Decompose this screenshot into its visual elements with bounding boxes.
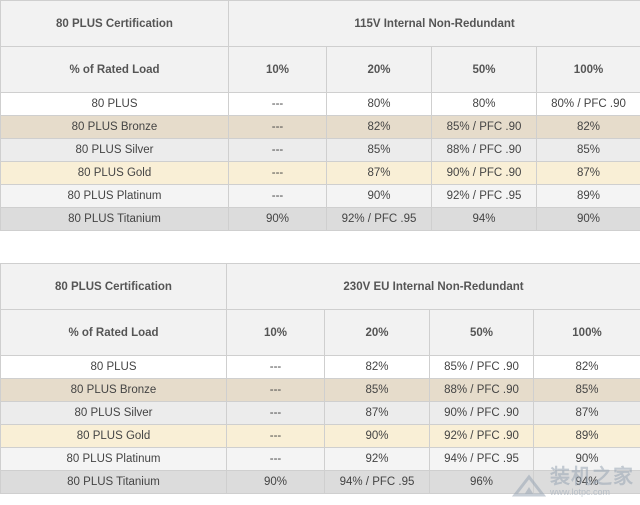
load-100-header: 100%	[535, 46, 640, 93]
efficiency-cell: 90%	[535, 207, 640, 231]
table-row: 80 PLUS Titanium 90% 92% / PFC .95 94% 90%	[0, 207, 640, 231]
efficiency-cell: ---	[228, 115, 327, 139]
efficiency-cell: ---	[226, 424, 325, 448]
efficiency-table-115v: 80 PLUS Certification 115V Internal Non-…	[0, 0, 640, 231]
efficiency-cell: 82%	[535, 115, 640, 139]
table-row: 80 PLUS Platinum --- 92% 94% / PFC .95 90%	[0, 447, 640, 471]
efficiency-cell: 87%	[533, 401, 640, 425]
efficiency-cell: 94%	[533, 470, 640, 494]
table-header-row: 80 PLUS Certification 115V Internal Non-…	[0, 0, 640, 47]
efficiency-cell: 96%	[429, 470, 534, 494]
efficiency-cell: ---	[228, 184, 327, 208]
efficiency-cell: 88% / PFC .90	[431, 138, 537, 162]
efficiency-cell: 80% / PFC .90	[535, 92, 640, 116]
efficiency-cell: 87%	[326, 161, 432, 185]
efficiency-cell: 85%	[324, 378, 430, 402]
efficiency-cell: 80%	[326, 92, 432, 116]
certification-name: 80 PLUS Bronze	[0, 115, 229, 139]
efficiency-cell: 85%	[535, 138, 640, 162]
efficiency-cell: ---	[226, 378, 325, 402]
table-row: 80 PLUS Silver --- 85% 88% / PFC .90 85%	[0, 138, 640, 162]
efficiency-cell: 94% / PFC .95	[324, 470, 430, 494]
rated-load-header: % of Rated Load	[0, 309, 227, 356]
efficiency-cell: 92% / PFC .90	[429, 424, 534, 448]
efficiency-cell: 94% / PFC .95	[429, 447, 534, 471]
table-row: 80 PLUS --- 82% 85% / PFC .90 82%	[0, 355, 640, 379]
efficiency-cell: 92% / PFC .95	[326, 207, 432, 231]
efficiency-cell: 88% / PFC .90	[429, 378, 534, 402]
efficiency-cell: 90%	[533, 447, 640, 471]
efficiency-cell: ---	[226, 355, 325, 379]
table-title: 230V EU Internal Non-Redundant	[226, 263, 640, 310]
efficiency-cell: ---	[228, 161, 327, 185]
efficiency-cell: ---	[226, 401, 325, 425]
table-title: 115V Internal Non-Redundant	[227, 0, 640, 47]
efficiency-cell: 82%	[533, 355, 640, 379]
efficiency-cell: 90%	[324, 424, 430, 448]
table-row: 80 PLUS Bronze --- 82% 85% / PFC .90 82%	[0, 115, 640, 139]
efficiency-cell: 82%	[326, 115, 432, 139]
table-row: 80 PLUS Gold --- 87% 90% / PFC .90 87%	[0, 161, 640, 185]
certification-name: 80 PLUS Gold	[0, 161, 229, 185]
load-header-row: % of Rated Load 10% 20% 50% 100%	[0, 309, 640, 356]
efficiency-cell: ---	[228, 92, 327, 116]
table-row: 80 PLUS Platinum --- 90% 92% / PFC .95 89%	[0, 184, 640, 208]
table-row: 80 PLUS Silver --- 87% 90% / PFC .90 87%	[0, 401, 640, 425]
certification-name: 80 PLUS	[0, 92, 229, 116]
efficiency-cell: 92% / PFC .95	[431, 184, 537, 208]
efficiency-table-230v-eu: 80 PLUS Certification 230V EU Internal N…	[0, 263, 640, 494]
efficiency-cell: 85%	[326, 138, 432, 162]
certification-name: 80 PLUS Platinum	[0, 184, 229, 208]
efficiency-cell: ---	[226, 447, 325, 471]
efficiency-cell: 89%	[533, 424, 640, 448]
load-10-header: 10%	[226, 309, 325, 356]
load-100-header: 100%	[533, 309, 640, 356]
certification-name: 80 PLUS Bronze	[0, 378, 227, 402]
certification-name: 80 PLUS Platinum	[0, 447, 227, 471]
efficiency-cell: 94%	[431, 207, 537, 231]
table-row: 80 PLUS Bronze --- 85% 88% / PFC .90 85%	[0, 378, 640, 402]
load-50-header: 50%	[429, 309, 534, 356]
efficiency-cell: 92%	[324, 447, 430, 471]
certification-name: 80 PLUS Silver	[0, 138, 229, 162]
efficiency-cell: 87%	[535, 161, 640, 185]
table-body: 80 PLUS --- 82% 85% / PFC .90 82% 80 PLUS Bro…	[0, 355, 640, 494]
efficiency-cell: 85%	[533, 378, 640, 402]
efficiency-cell: 87%	[324, 401, 430, 425]
efficiency-cell: 90%	[226, 470, 325, 494]
efficiency-cell: 85% / PFC .90	[431, 115, 537, 139]
efficiency-cell: ---	[228, 138, 327, 162]
efficiency-cell: 90% / PFC .90	[431, 161, 537, 185]
efficiency-cell: 90%	[228, 207, 327, 231]
efficiency-cell: 89%	[535, 184, 640, 208]
table-row: 80 PLUS Titanium 90% 94% / PFC .95 96% 94%	[0, 470, 640, 494]
efficiency-cell: 82%	[324, 355, 430, 379]
load-20-header: 20%	[324, 309, 430, 356]
certification-name: 80 PLUS Titanium	[0, 470, 227, 494]
efficiency-cell: 80%	[431, 92, 537, 116]
load-20-header: 20%	[326, 46, 432, 93]
certification-name: 80 PLUS	[0, 355, 227, 379]
efficiency-cell: 85% / PFC .90	[429, 355, 534, 379]
certification-name: 80 PLUS Titanium	[0, 207, 229, 231]
certification-name: 80 PLUS Gold	[0, 424, 227, 448]
certification-header: 80 PLUS Certification	[0, 263, 227, 310]
load-header-row: % of Rated Load 10% 20% 50% 100%	[0, 46, 640, 93]
efficiency-cell: 90% / PFC .90	[429, 401, 534, 425]
efficiency-cell: 90%	[326, 184, 432, 208]
table-body: 80 PLUS --- 80% 80% 80% / PFC .90 80 PLUS Bro…	[0, 92, 640, 231]
rated-load-header: % of Rated Load	[0, 46, 229, 93]
table-header-row: 80 PLUS Certification 230V EU Internal N…	[0, 263, 640, 310]
load-10-header: 10%	[228, 46, 327, 93]
certification-header: 80 PLUS Certification	[0, 0, 229, 47]
certification-name: 80 PLUS Silver	[0, 401, 227, 425]
load-50-header: 50%	[431, 46, 537, 93]
table-row: 80 PLUS --- 80% 80% 80% / PFC .90	[0, 92, 640, 116]
table-row: 80 PLUS Gold --- 90% 92% / PFC .90 89%	[0, 424, 640, 448]
